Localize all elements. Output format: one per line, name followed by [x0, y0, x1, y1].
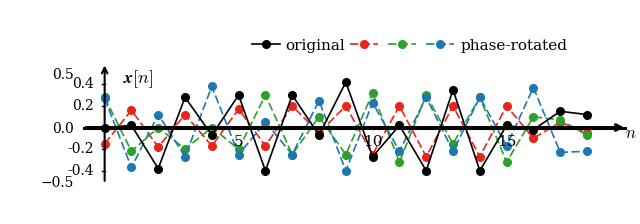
- Text: 5: 5: [234, 135, 243, 149]
- Text: $n$: $n$: [625, 125, 636, 142]
- Legend: original, , , phase-rotated: original, , , phase-rotated: [252, 39, 567, 53]
- Text: $\boldsymbol{x}[n]$: $\boldsymbol{x}[n]$: [124, 68, 154, 90]
- Text: 15: 15: [497, 135, 516, 149]
- Text: 0.2: 0.2: [72, 99, 94, 113]
- Text: -0.4: -0.4: [67, 164, 94, 178]
- Text: 10: 10: [363, 135, 382, 149]
- Text: -0.2: -0.2: [67, 142, 94, 156]
- Text: 0.4: 0.4: [72, 77, 94, 91]
